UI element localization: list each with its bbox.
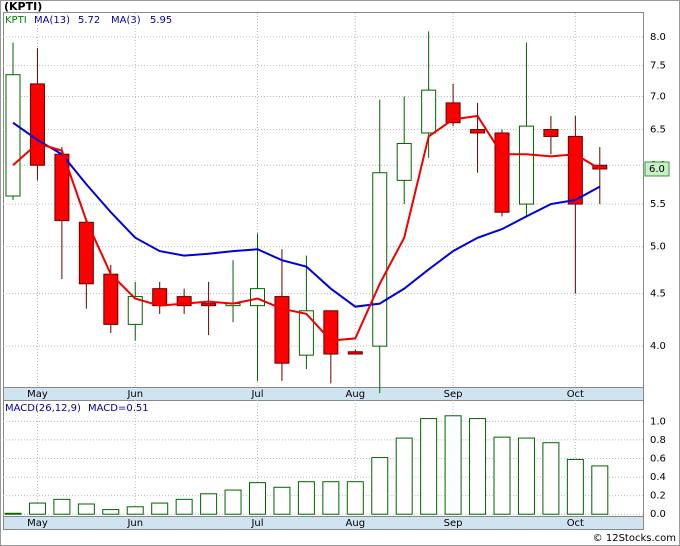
x-tick-label: Aug [346, 389, 366, 400]
candle-body [347, 351, 363, 355]
symbol: KPTI [5, 15, 27, 26]
bar [371, 457, 389, 515]
candle-body [445, 102, 461, 124]
bar [591, 465, 609, 515]
y-tick-label: 4.0 [650, 341, 666, 352]
candle-body [176, 296, 192, 307]
bar [151, 502, 169, 515]
candle-body [152, 288, 168, 307]
price-tag-box [644, 161, 670, 177]
y-tick-label: 0.6 [650, 454, 666, 465]
bar [77, 503, 95, 515]
bar [395, 437, 413, 515]
x-tick-label: Oct [567, 518, 584, 529]
y-tick-label: 0.2 [650, 491, 666, 502]
x-axis-band [3, 516, 644, 530]
candle-body [470, 129, 486, 134]
y-tick-label: 7.0 [650, 91, 666, 102]
candle-body [201, 303, 217, 307]
candle-body [323, 310, 339, 355]
y-tick-label: 5.0 [650, 242, 666, 253]
bar [102, 509, 120, 515]
candle-body [5, 74, 21, 197]
candle-body [543, 129, 559, 137]
candle-body [396, 142, 412, 181]
bar [273, 486, 291, 515]
y-tick-label: 0.0 [650, 509, 666, 520]
y-tick-label: 0.8 [650, 435, 666, 446]
bar [28, 502, 46, 515]
x-tick-label: Oct [567, 389, 584, 400]
candle-body [567, 135, 583, 205]
candle-body [421, 89, 437, 134]
x-tick-label: Jun [126, 389, 143, 400]
macd-value: MACD=0.51 [88, 403, 149, 414]
legend-label: MA(3) [111, 15, 141, 26]
x-tick-label: Jul [250, 518, 263, 529]
ma-line [12, 121, 601, 308]
bar [493, 436, 511, 515]
bar [297, 481, 315, 515]
x-tick-label: Jul [250, 389, 263, 400]
bar [175, 498, 193, 515]
legend-value: 5.95 [150, 15, 172, 26]
x-tick-label: May [27, 389, 48, 400]
candle-body [298, 310, 314, 356]
bar [4, 512, 22, 515]
candle-body [103, 273, 119, 325]
y-tick-label: 1.0 [650, 416, 666, 427]
y-tick-label: 6.5 [650, 125, 666, 136]
candle-body [372, 172, 388, 347]
x-tick-label: Aug [346, 518, 366, 529]
bar [224, 489, 242, 515]
y-tick-label: 7.5 [650, 61, 666, 72]
legend-label: MA(13) [34, 15, 70, 26]
bar [346, 481, 364, 515]
candle-body [127, 296, 143, 325]
ma-line [12, 114, 601, 342]
macd-title: MACD(26,12,9) [5, 403, 81, 414]
bar [444, 415, 462, 515]
bar [249, 482, 266, 515]
candle-body [250, 288, 265, 307]
bar [542, 442, 560, 515]
bar [517, 437, 535, 515]
macd-panel [3, 400, 644, 517]
bar [53, 498, 71, 515]
bar [469, 418, 487, 515]
y-tick-label: 8.0 [650, 32, 666, 43]
candle-body [494, 132, 510, 213]
y-tick-label: 0.4 [650, 472, 666, 483]
x-tick-label: Sep [444, 389, 463, 400]
candle-body [518, 125, 534, 205]
chart-title: (KPTI) [4, 0, 42, 13]
legend-value: 5.72 [78, 15, 100, 26]
bar [566, 458, 584, 515]
bar [200, 493, 218, 515]
candle-body [274, 296, 290, 364]
x-axis-band [3, 387, 644, 401]
price-tag: 6.0 [649, 164, 665, 175]
bar [126, 506, 144, 515]
bar [420, 418, 438, 515]
candle-body [29, 83, 45, 166]
footer: © 12Stocks.com [593, 533, 676, 544]
y-tick-label: 4.5 [650, 289, 666, 300]
x-tick-label: May [27, 518, 48, 529]
x-tick-label: Sep [444, 518, 463, 529]
y-tick-label: 5.5 [650, 199, 666, 210]
bar [322, 481, 340, 515]
x-tick-label: Jun [126, 518, 143, 529]
